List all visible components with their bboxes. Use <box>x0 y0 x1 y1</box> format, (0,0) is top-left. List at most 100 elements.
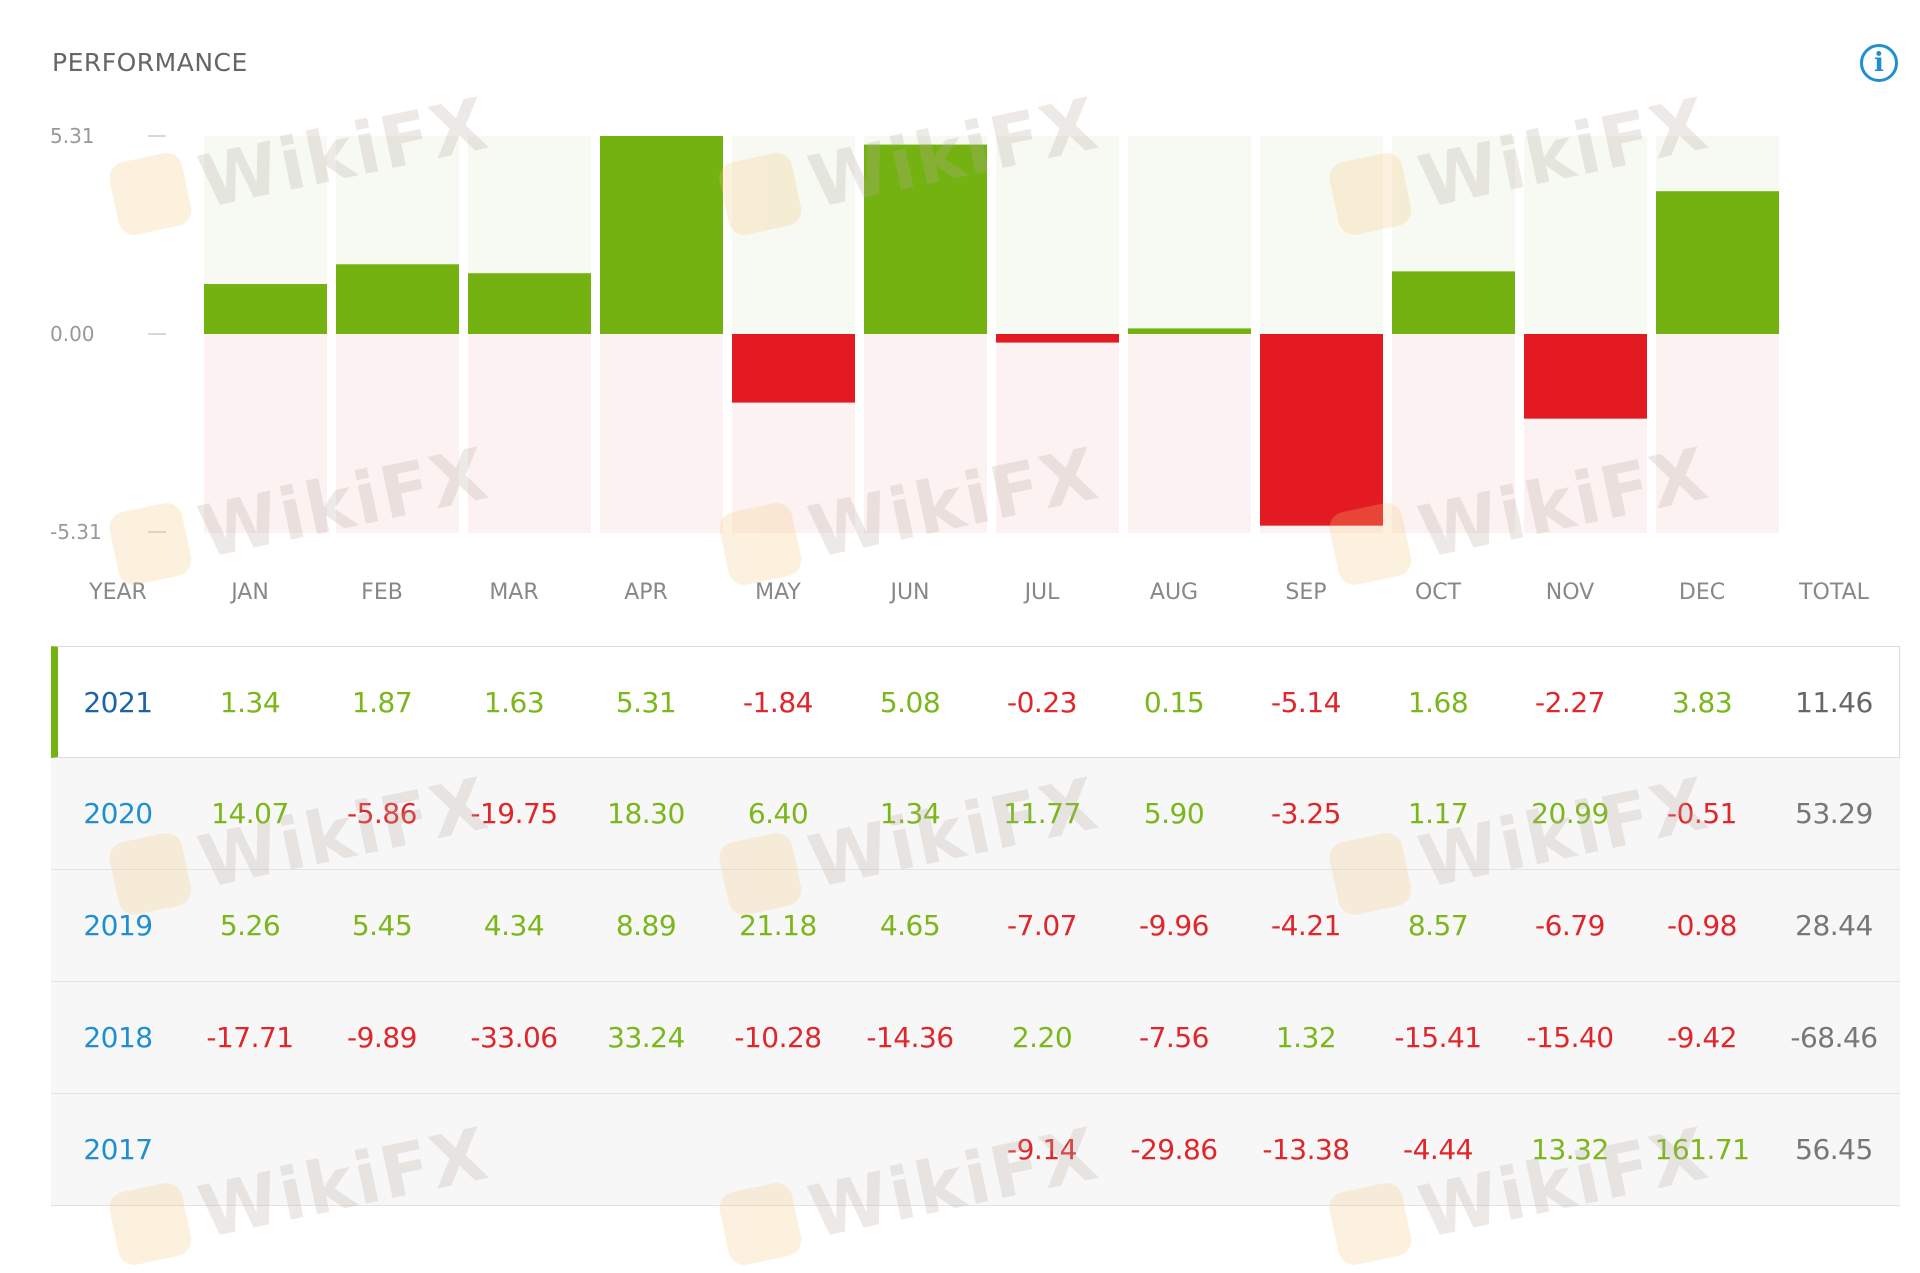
performance-table: 2021 1.34 1.87 1.63 5.31 -1.84 5.08 -0.23 0.15 -5… <box>51 646 1900 1206</box>
cell-jun: 4.65 <box>879 909 941 942</box>
cell-may: -10.28 <box>734 1021 822 1054</box>
bar-jan[interactable] <box>204 284 327 334</box>
cell-mar: -33.06 <box>470 1021 558 1054</box>
cell-jul: -7.07 <box>1007 909 1077 942</box>
bar-sep[interactable] <box>1260 334 1383 526</box>
performance-bar-chart: 5.31 0.00 -5.31 YEAR JAN FEB MAR APR MAY JUN JUL A… <box>50 124 1870 605</box>
bar-apr[interactable] <box>600 136 723 334</box>
column-header-mar: MAR <box>489 580 538 605</box>
info-circle-icon[interactable]: i <box>1860 44 1898 82</box>
bar-may[interactable] <box>732 334 855 403</box>
cell-aug: -29.86 <box>1130 1133 1218 1166</box>
cell-jul: 2.20 <box>1011 1021 1073 1054</box>
table-row-2018[interactable]: 2018 -17.71 -9.89 -33.06 33.24 -10.28 -14.36 2.… <box>51 982 1900 1094</box>
bar-jun[interactable] <box>864 144 987 334</box>
cell-sep: 1.32 <box>1275 1021 1337 1054</box>
column-header-year: YEAR <box>88 580 147 605</box>
column-header-jan: JAN <box>229 580 269 605</box>
cell-dec: -0.98 <box>1667 909 1737 942</box>
cell-feb: 5.45 <box>351 909 413 942</box>
year-link[interactable]: 2021 <box>83 685 153 719</box>
column-header-oct: OCT <box>1415 580 1462 605</box>
cell-oct: -15.41 <box>1394 1021 1482 1054</box>
column-header-may: MAY <box>755 580 801 605</box>
cell-aug: -9.96 <box>1139 909 1209 942</box>
table-row-2019[interactable]: 2019 5.26 5.45 4.34 8.89 21.18 4.65 -7.07 -9.96 -… <box>51 870 1900 982</box>
cell-jan: 14.07 <box>211 797 289 830</box>
bg-lower-aug <box>1128 334 1251 533</box>
cell-jun: 1.34 <box>879 797 941 830</box>
year-link[interactable]: 2018 <box>83 1021 153 1054</box>
cell-jul: 11.77 <box>1003 797 1081 830</box>
chart-bars <box>204 136 1779 526</box>
cell-apr: 8.89 <box>615 909 677 942</box>
column-header-nov: NOV <box>1546 580 1594 605</box>
cell-jan: -17.71 <box>206 1021 294 1054</box>
cell-aug: 0.15 <box>1143 685 1205 719</box>
bg-lower-oct <box>1392 334 1515 533</box>
cell-dec: 161.71 <box>1654 1133 1750 1166</box>
cell-jan: 1.34 <box>219 685 281 719</box>
cell-feb: -9.89 <box>347 1021 417 1054</box>
bg-lower-apr <box>600 334 723 533</box>
cell-nov: -6.79 <box>1535 909 1605 942</box>
bar-feb[interactable] <box>336 264 459 334</box>
column-headers: YEAR JAN FEB MAR APR MAY JUN JUL AUG SEP OCT NOV DEC… <box>88 580 1869 605</box>
cell-oct: 1.68 <box>1407 685 1469 719</box>
table-row-2017[interactable]: 2017 -9.14 -29.86 -13.38 -4.44 13.32 161.71 56.… <box>51 1094 1900 1206</box>
y-axis: 5.31 0.00 -5.31 <box>50 124 166 544</box>
cell-jul: -0.23 <box>1007 685 1077 719</box>
bg-upper-sep <box>1260 136 1383 334</box>
cell-mar: 1.63 <box>483 685 545 719</box>
cell-oct: 8.57 <box>1407 909 1469 942</box>
cell-total: 11.46 <box>1795 685 1873 719</box>
cell-mar: 4.34 <box>483 909 545 942</box>
cell-nov: 20.99 <box>1531 797 1609 830</box>
column-header-apr: APR <box>624 580 668 605</box>
cell-sep: -5.14 <box>1271 685 1341 719</box>
cell-aug: -7.56 <box>1139 1021 1209 1054</box>
bg-lower-jun <box>864 334 987 533</box>
bg-upper-nov <box>1524 136 1647 334</box>
bg-lower-jan <box>204 334 327 533</box>
bg-upper-aug <box>1128 136 1251 334</box>
cell-dec: 3.83 <box>1671 685 1733 719</box>
cell-aug: 5.90 <box>1143 797 1205 830</box>
cell-total: 28.44 <box>1795 909 1873 942</box>
bg-lower-dec <box>1656 334 1779 533</box>
bar-nov[interactable] <box>1524 334 1647 419</box>
cell-may: 21.18 <box>739 909 817 942</box>
cell-jun: -14.36 <box>866 1021 954 1054</box>
bar-dec[interactable] <box>1656 191 1779 334</box>
bar-oct[interactable] <box>1392 271 1515 334</box>
cell-oct: 1.17 <box>1407 797 1469 830</box>
y-tick-label: -5.31 <box>50 520 102 544</box>
table-row-2020[interactable]: 2020 14.07 -5.86 -19.75 18.30 6.40 1.34 11.77 5.… <box>51 758 1900 870</box>
cell-jan: 5.26 <box>219 909 281 942</box>
year-link[interactable]: 2017 <box>83 1133 153 1166</box>
cell-jun: 5.08 <box>879 685 941 719</box>
bg-lower-mar <box>468 334 591 533</box>
column-header-jul: JUL <box>1023 580 1061 605</box>
cell-feb: -5.86 <box>347 797 417 830</box>
column-header-feb: FEB <box>361 580 403 605</box>
bar-mar[interactable] <box>468 273 591 334</box>
cell-apr: 18.30 <box>607 797 685 830</box>
cell-total: 56.45 <box>1795 1133 1873 1166</box>
cell-apr: 33.24 <box>607 1021 685 1054</box>
table-row-2021[interactable]: 2021 1.34 1.87 1.63 5.31 -1.84 5.08 -0.23 0.15 -5… <box>51 646 1900 758</box>
cell-jul: -9.14 <box>1007 1133 1077 1166</box>
year-link[interactable]: 2019 <box>83 909 153 942</box>
page-title: PERFORMANCE <box>52 48 248 77</box>
bar-aug[interactable] <box>1128 328 1251 334</box>
cell-may: 6.40 <box>747 797 809 830</box>
bar-jul[interactable] <box>996 334 1119 343</box>
bg-lower-feb <box>336 334 459 533</box>
bg-upper-jul <box>996 136 1119 334</box>
cell-nov: 13.32 <box>1531 1133 1609 1166</box>
y-tick-label: 0.00 <box>50 322 95 346</box>
cell-nov: -15.40 <box>1526 1021 1614 1054</box>
column-header-aug: AUG <box>1150 580 1198 605</box>
year-link[interactable]: 2020 <box>83 797 153 830</box>
cell-sep: -3.25 <box>1271 797 1341 830</box>
